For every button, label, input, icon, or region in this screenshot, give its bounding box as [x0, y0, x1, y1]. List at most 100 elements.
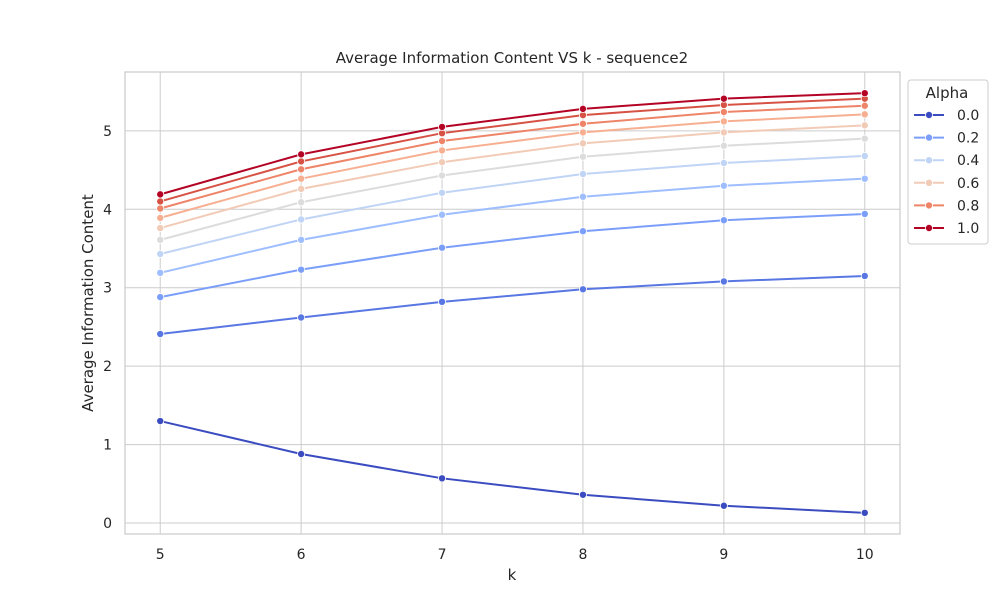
data-point	[297, 215, 306, 224]
legend-entry: 0.2	[914, 131, 979, 147]
data-point	[438, 188, 447, 197]
y-tick-label: 1	[103, 438, 112, 454]
plot-frame	[124, 71, 901, 535]
data-point	[438, 297, 447, 306]
legend-label: 0.6	[957, 176, 979, 192]
legend-label: 1.0	[957, 221, 979, 237]
y-tick-label: 0	[103, 516, 112, 532]
data-point	[297, 184, 306, 193]
data-point	[156, 329, 165, 338]
data-point	[156, 417, 165, 426]
series-line	[159, 92, 865, 196]
data-point	[297, 235, 306, 244]
x-tick-label: 9	[719, 547, 728, 563]
data-point	[578, 192, 587, 201]
legend-entry: 1.0	[914, 221, 979, 237]
data-point	[860, 174, 869, 183]
legend-label: 0.0	[957, 108, 979, 124]
data-point	[719, 141, 728, 150]
data-point	[438, 171, 447, 180]
data-point	[297, 165, 306, 174]
data-point	[860, 134, 869, 143]
series-layer	[156, 89, 869, 517]
x-tick-label: 6	[297, 547, 306, 563]
data-point	[578, 139, 587, 148]
x-axis-label: k	[508, 566, 517, 584]
legend-marker	[925, 156, 934, 165]
data-point	[719, 181, 728, 190]
legend-entry: 0.8	[914, 198, 979, 214]
series-line	[159, 104, 865, 210]
legend-entry: 0.0	[914, 108, 979, 124]
legend-label: 0.4	[957, 153, 979, 169]
data-point	[297, 265, 306, 274]
data-point	[719, 117, 728, 126]
plot-background	[125, 72, 900, 534]
data-point	[297, 313, 306, 322]
data-point	[860, 271, 869, 280]
legend-marker	[925, 133, 934, 142]
legend: Alpha 0.0 0.2 0.4 0.6 0.8 1.0	[907, 79, 989, 245]
data-point	[860, 110, 869, 119]
data-point	[578, 119, 587, 128]
data-point	[578, 104, 587, 113]
data-point	[156, 268, 165, 277]
data-point	[578, 152, 587, 161]
legend-entries: 0.0 0.2 0.4 0.6 0.8 1.0	[914, 108, 979, 237]
series-line	[160, 274, 865, 335]
y-tick-label: 3	[103, 281, 112, 297]
legend-title: Alpha	[926, 84, 969, 102]
series-line	[159, 137, 865, 241]
legend-entry: 0.4	[914, 153, 979, 169]
data-point	[438, 474, 447, 483]
data-point	[156, 190, 165, 199]
series-line-group	[156, 134, 869, 244]
data-point	[719, 501, 728, 510]
data-point	[860, 151, 869, 160]
series-line-group	[156, 101, 869, 213]
data-point	[438, 137, 447, 146]
data-point	[297, 449, 306, 458]
x-tick-label: 7	[438, 547, 447, 563]
data-point	[297, 157, 306, 166]
legend-marker	[925, 111, 934, 120]
series-line-group	[156, 417, 869, 517]
data-point	[438, 243, 447, 252]
data-point	[156, 197, 165, 206]
data-point	[578, 128, 587, 137]
legend-marker	[925, 178, 934, 187]
data-point	[719, 216, 728, 225]
data-point	[156, 204, 165, 213]
data-point	[578, 285, 587, 294]
y-tick-label: 2	[103, 359, 112, 375]
data-point	[156, 235, 165, 244]
data-point	[156, 293, 165, 302]
data-point	[860, 89, 869, 98]
data-point	[438, 146, 447, 155]
x-tick-label: 8	[578, 547, 587, 563]
series-line-group	[156, 89, 869, 199]
plot-area	[124, 71, 901, 535]
y-tick-label: 5	[103, 124, 112, 140]
y-tick-label: 4	[103, 202, 112, 218]
data-point	[438, 122, 447, 131]
data-point	[719, 108, 728, 117]
data-point	[719, 128, 728, 137]
series-line	[159, 177, 865, 274]
data-point	[297, 174, 306, 183]
y-axis-label: Average Information Content	[79, 194, 97, 412]
data-point	[297, 150, 306, 159]
series-line-group	[156, 151, 869, 258]
data-point	[860, 101, 869, 110]
legend-entry: 0.6	[914, 176, 979, 192]
data-point	[860, 209, 869, 218]
data-point	[719, 158, 728, 167]
series-line-group	[156, 121, 869, 233]
data-point	[297, 198, 306, 207]
x-tick-label: 10	[856, 547, 874, 563]
tick-labels: 5 6 7 8 9 10 0 1 2 3 4 5	[103, 124, 874, 563]
series-line	[159, 154, 865, 255]
legend-marker	[925, 201, 934, 210]
data-point	[719, 94, 728, 103]
